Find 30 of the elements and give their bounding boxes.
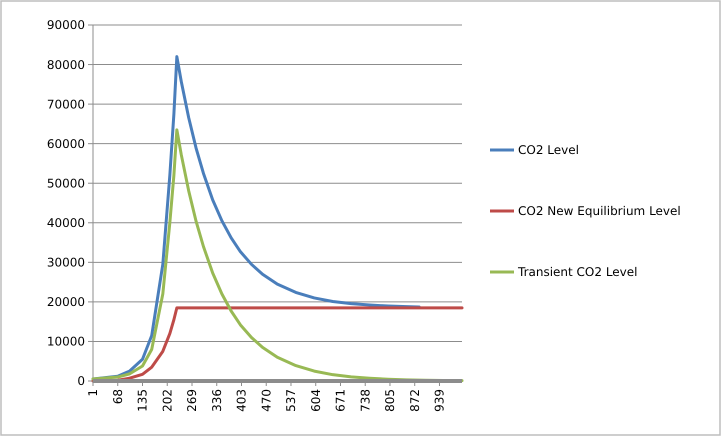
x-tick-label: 269: [185, 389, 200, 412]
y-tick-label: 80000: [46, 58, 85, 72]
legend-label: CO2 Level: [518, 143, 579, 158]
y-tick-label: 40000: [46, 216, 85, 230]
y-tick-label: 30000: [46, 256, 85, 270]
x-tick-label: 939: [432, 389, 447, 412]
y-tick-label: 70000: [46, 97, 85, 112]
y-tick-label: 50000: [46, 176, 85, 190]
y-tick-label: 0: [77, 374, 85, 388]
x-tick-label: 537: [284, 389, 298, 412]
x-tick-label: 470: [259, 389, 274, 412]
x-tick-label: 202: [160, 389, 174, 412]
x-tick-label: 738: [358, 389, 372, 412]
x-tick-label: 872: [408, 389, 422, 412]
legend-label: Transient CO2 Level: [517, 265, 638, 280]
y-tick-label: 60000: [46, 136, 85, 151]
x-tick-label: 671: [334, 389, 348, 412]
line-series: [92, 128, 464, 382]
x-tick-label: 1: [86, 389, 100, 397]
y-tick-label: 10000: [46, 334, 85, 349]
line-series: [92, 306, 464, 382]
y-tick-label: 90000: [46, 18, 85, 32]
legend-label: CO2 New Equilibrium Level: [518, 204, 681, 218]
x-tick-label: 336: [210, 389, 224, 412]
x-tick-label: 135: [136, 389, 150, 412]
y-tick-label: 20000: [46, 295, 85, 310]
x-tick-label: 604: [308, 389, 323, 412]
x-tick-label: 68: [110, 389, 125, 404]
x-tick-label: 805: [383, 389, 398, 412]
x-tick-label: 403: [234, 389, 249, 412]
